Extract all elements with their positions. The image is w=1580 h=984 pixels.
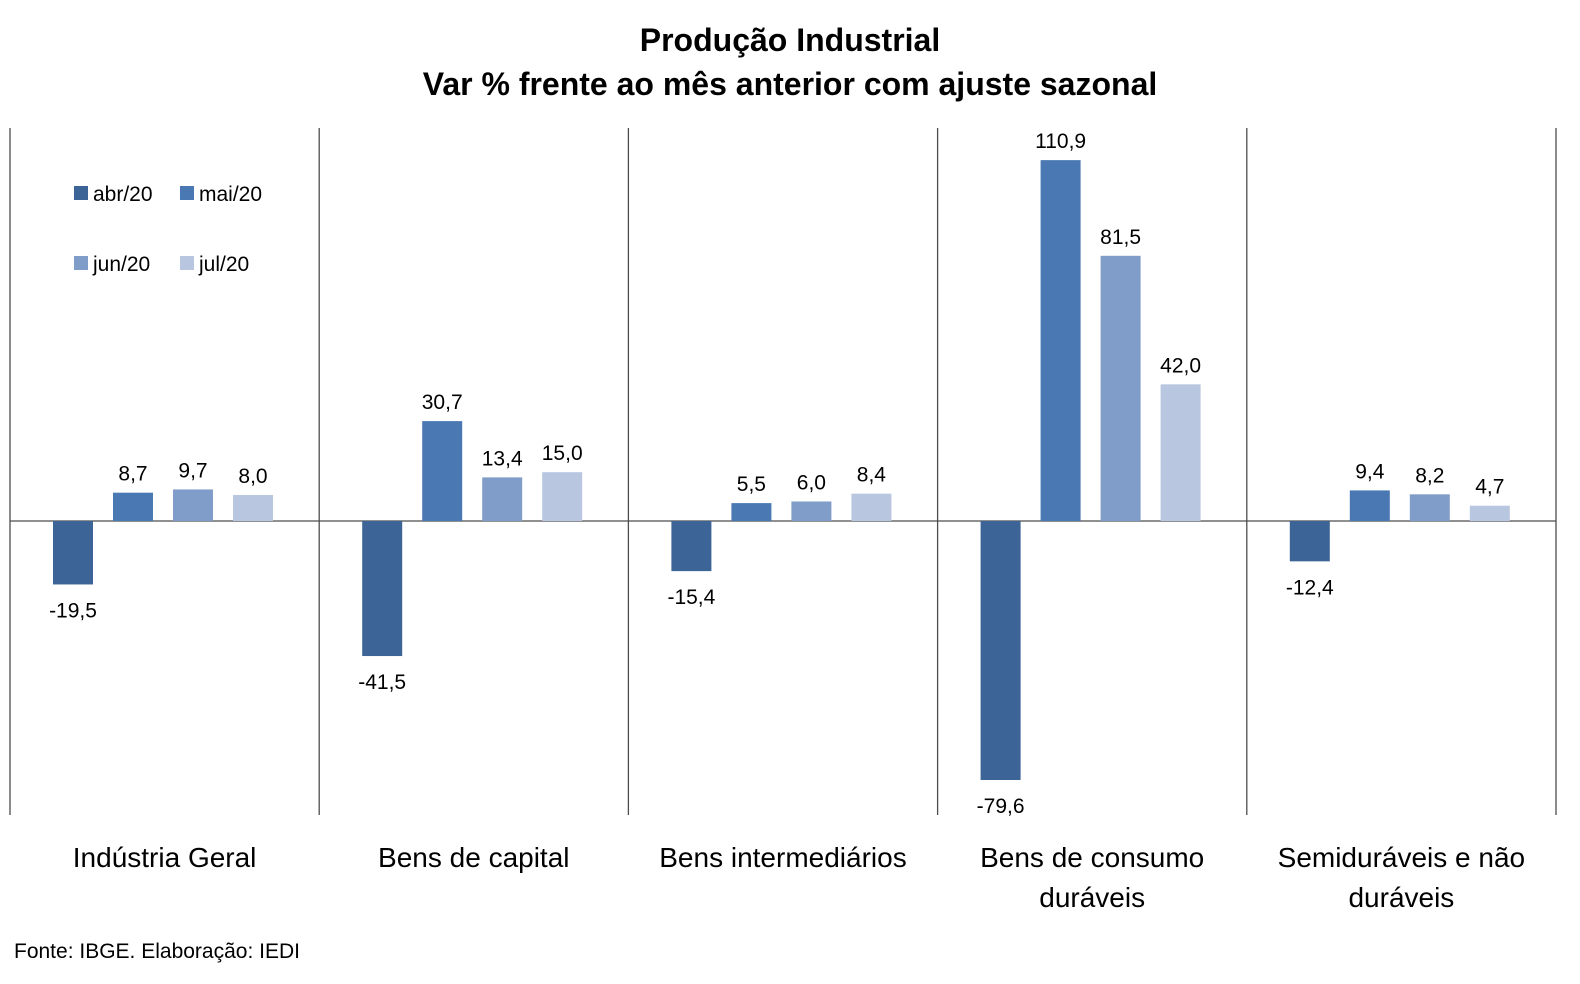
data-label: 110,9 [1035, 130, 1086, 153]
legend-swatch [180, 256, 194, 270]
bar-mai-20 [1040, 160, 1081, 521]
legend-label: abr/20 [93, 183, 153, 206]
category-label: Semiduráveis e não duráveis [1277, 842, 1526, 913]
data-label: 8,0 [238, 465, 267, 488]
bar-jul-20 [1160, 384, 1201, 521]
data-label: 9,7 [178, 459, 207, 482]
data-label: 8,2 [1415, 464, 1444, 487]
data-label: 8,7 [118, 463, 147, 486]
category-label: Bens de consumo duráveis [980, 842, 1205, 913]
bar-jun-20 [173, 489, 213, 521]
bar-abr-20 [980, 521, 1021, 781]
category-label: Bens intermediários [659, 842, 907, 873]
data-label: 81,5 [1100, 226, 1141, 249]
bar-mai-20 [113, 492, 153, 521]
legend-label: mai/20 [199, 183, 262, 206]
legend-swatch [74, 186, 88, 200]
data-label: 13,4 [482, 447, 523, 470]
bar-jul-20 [233, 494, 273, 521]
data-label: 30,7 [422, 391, 463, 414]
category-label: Indústria Geral [72, 842, 257, 873]
data-label: 4,7 [1475, 476, 1504, 499]
bar-mai-20 [731, 503, 772, 521]
bar-abr-20 [1289, 521, 1330, 562]
source-note: Fonte: IBGE. Elaboração: IEDI [14, 940, 300, 963]
data-label: -79,6 [977, 795, 1025, 818]
category-label: Bens de capital [378, 842, 570, 873]
bar-abr-20 [53, 521, 93, 585]
bar-jul-20 [542, 472, 583, 521]
legend-swatch [180, 186, 194, 200]
data-label: 8,4 [857, 464, 887, 487]
bar-jul-20 [1469, 505, 1510, 521]
data-label: -15,4 [667, 586, 715, 609]
bar-abr-20 [671, 521, 712, 572]
data-label: 9,4 [1355, 460, 1385, 483]
data-label: -12,4 [1286, 576, 1334, 599]
data-label: 5,5 [737, 473, 766, 496]
data-label: 15,0 [542, 442, 583, 465]
data-label: 6,0 [797, 471, 826, 494]
bar-jun-20 [1409, 494, 1450, 521]
chart-subtitle: Var % frente ao mês anterior com ajuste … [422, 66, 1158, 102]
bar-abr-20 [362, 521, 403, 657]
data-label: -19,5 [49, 599, 97, 622]
bar-mai-20 [422, 421, 463, 521]
chart-title: Produção Industrial [639, 22, 941, 58]
legend-label: jul/20 [198, 253, 249, 276]
bar-jun-20 [482, 477, 523, 521]
bar-jun-20 [791, 501, 832, 521]
bar-jun-20 [1100, 255, 1141, 521]
legend-swatch [74, 256, 88, 270]
bar-jul-20 [851, 493, 892, 521]
data-label: 42,0 [1160, 354, 1201, 377]
data-label: -41,5 [358, 671, 406, 694]
legend-label: jun/20 [92, 253, 150, 276]
bar-mai-20 [1349, 490, 1390, 521]
